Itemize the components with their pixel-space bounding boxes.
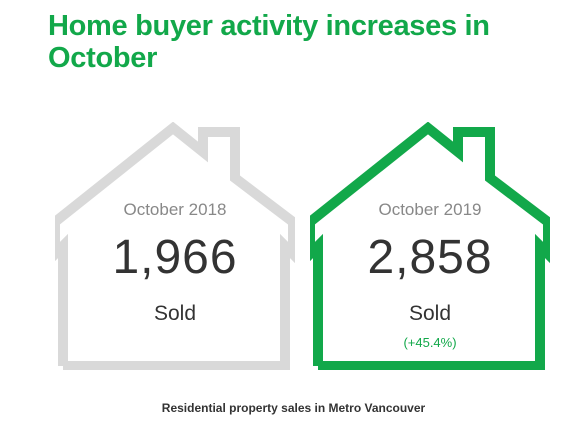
sales-count: 1,966 (112, 231, 238, 284)
period-label: October 2018 (123, 200, 227, 219)
house-card-2019: October 2019 2,858 Sold (+45.4%) (310, 122, 550, 370)
house-card-2018: October 2018 1,966 Sold (55, 122, 295, 370)
house-outline-green (310, 122, 550, 370)
house-outline-grey (55, 122, 295, 370)
percent-change: (+45.4%) (403, 335, 457, 350)
page-title: Home buyer activity increases in October (48, 10, 490, 74)
sales-count: 2,858 (367, 231, 493, 284)
caption: Residential property sales in Metro Vanc… (161, 401, 426, 415)
period-label: October 2019 (378, 200, 482, 219)
sold-label: Sold (408, 302, 452, 325)
sold-label: Sold (153, 302, 197, 325)
